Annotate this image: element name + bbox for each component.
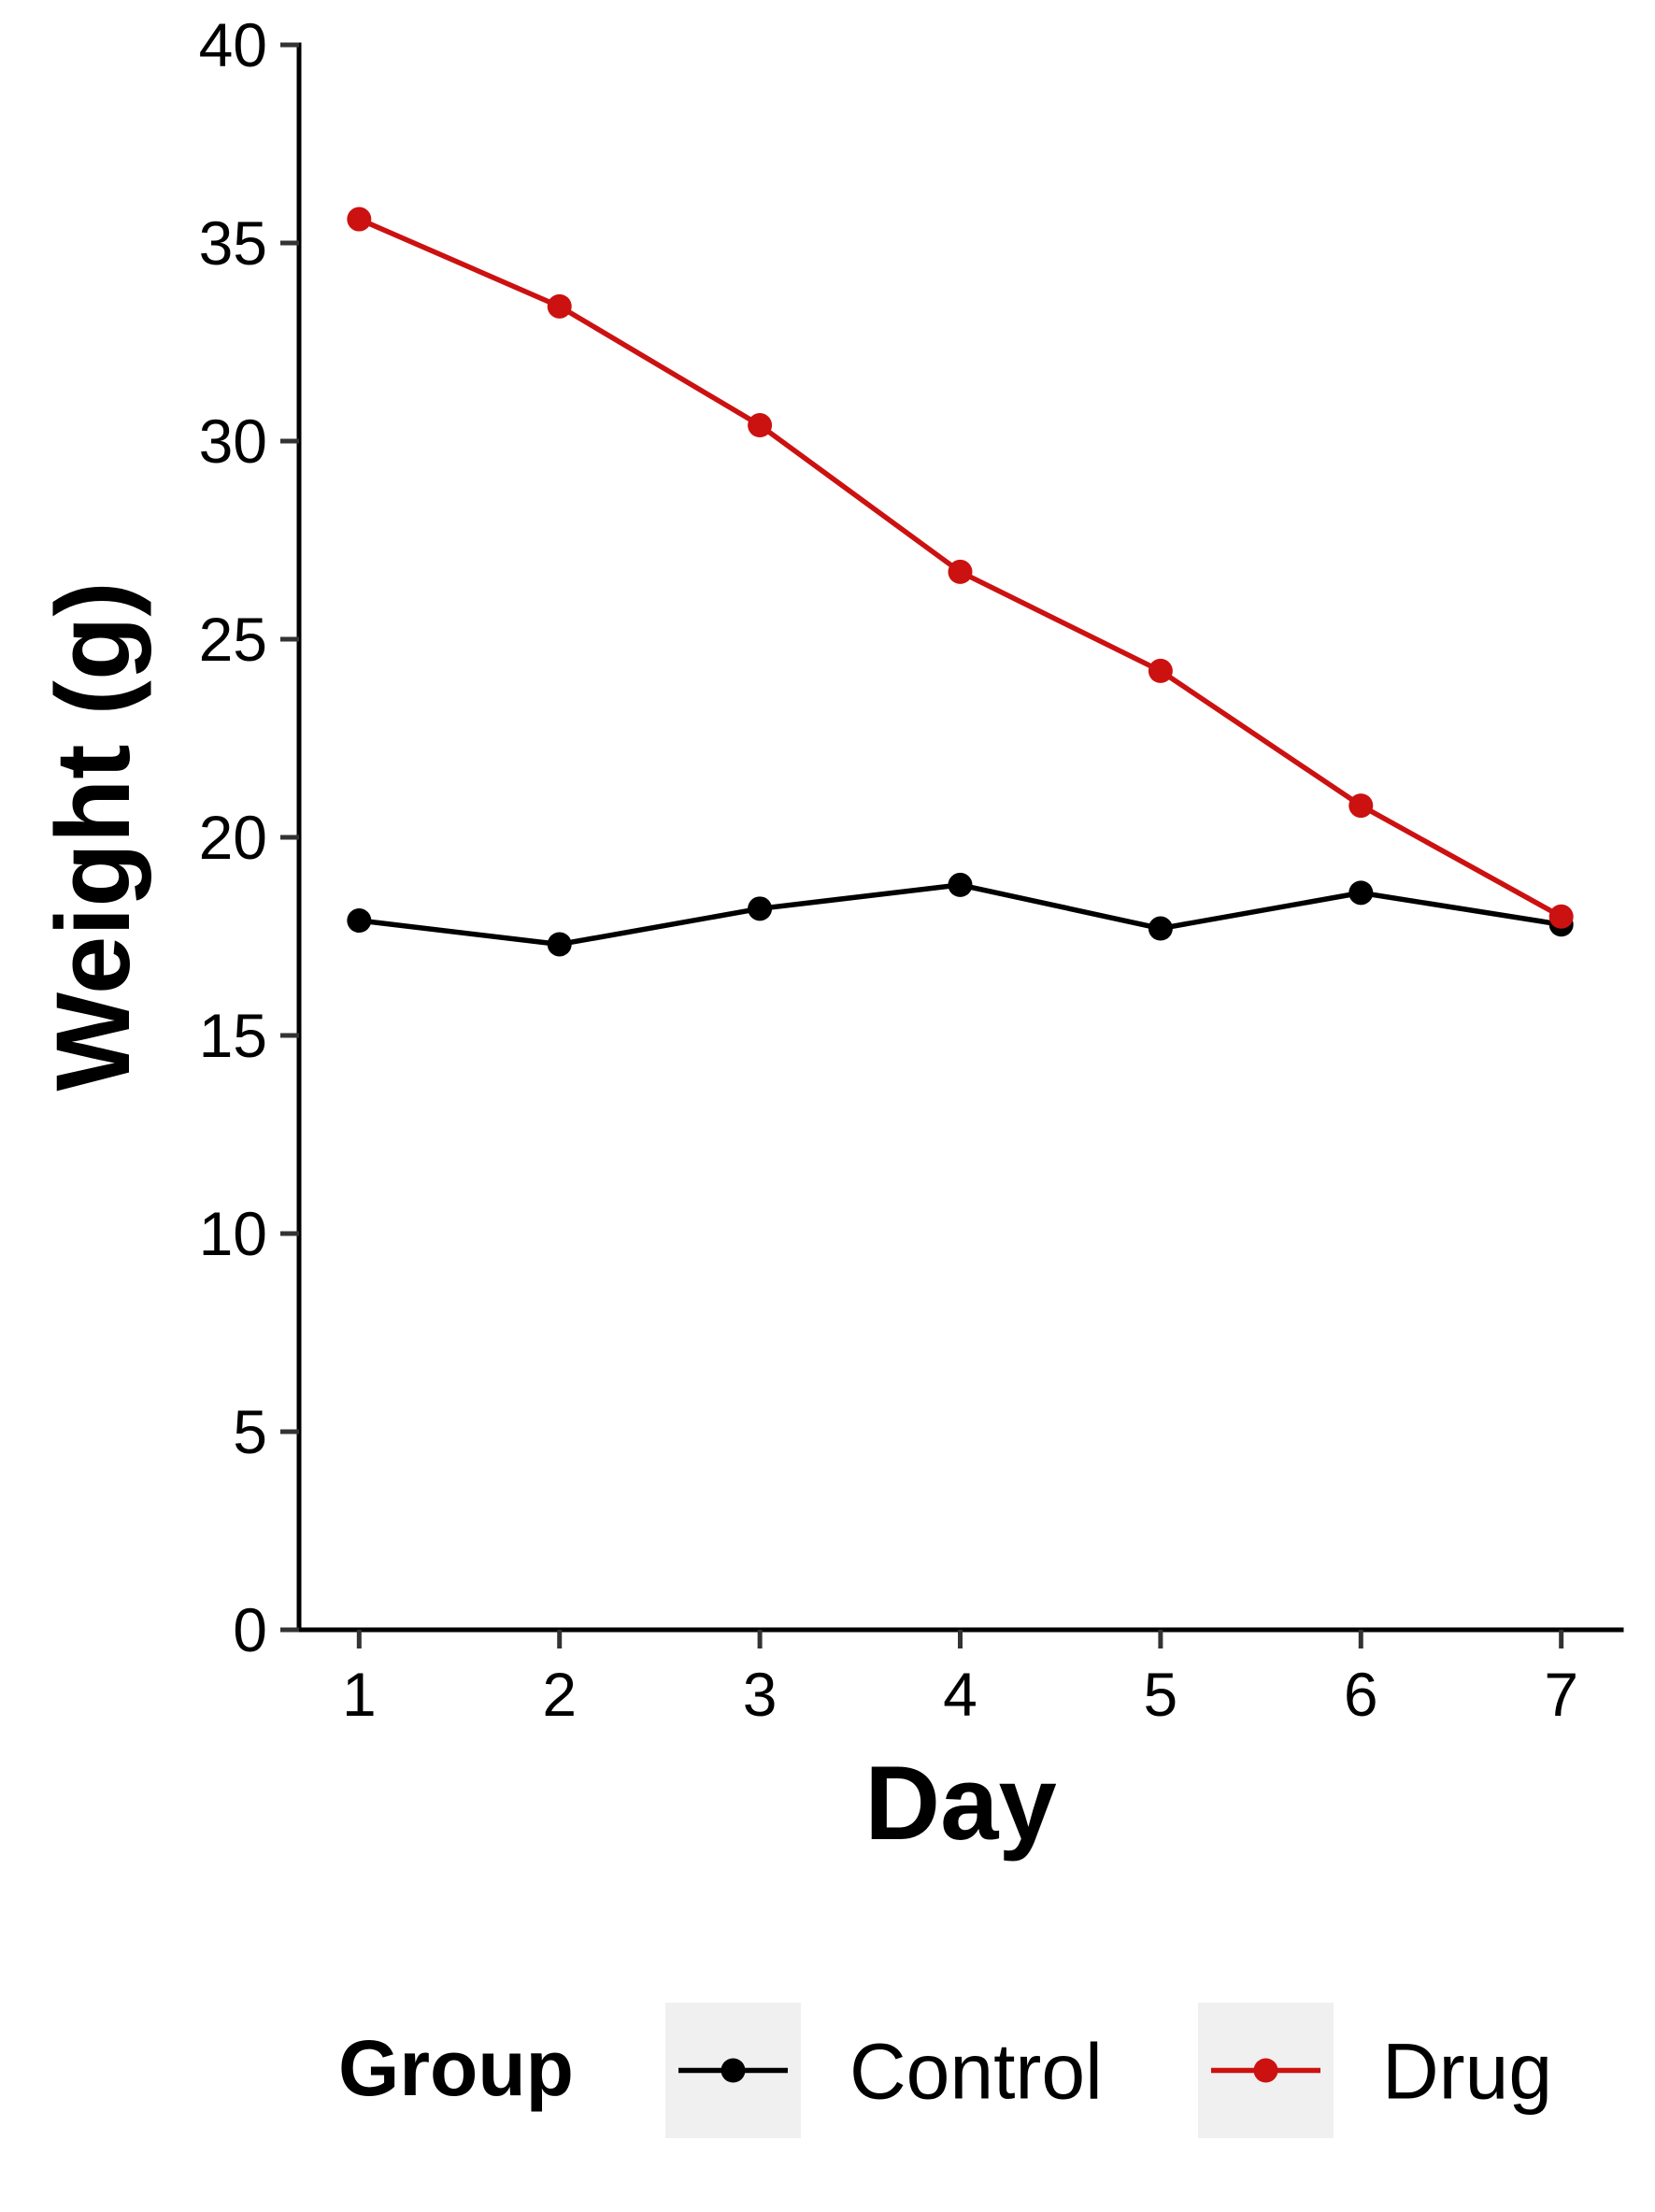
y-tick-label: 5 [233,1397,267,1466]
x-tick-label: 3 [743,1660,778,1729]
x-tick-label: 4 [943,1660,977,1729]
data-point-control [1148,916,1173,941]
x-tick-label: 2 [542,1660,577,1729]
x-tick-label: 6 [1344,1660,1378,1729]
y-tick-label: 40 [199,10,267,79]
x-tick-label: 7 [1544,1660,1578,1729]
legend-item-control: Control [665,2003,1103,2138]
y-tick-label: 15 [199,1001,267,1070]
data-point-control [1348,880,1374,906]
data-point-control [547,932,572,957]
x-tick-label: 5 [1144,1660,1178,1729]
legend-label: Drug [1382,2028,1552,2116]
y-tick-label: 10 [199,1199,267,1268]
x-axis-title: Day [864,1745,1056,1862]
data-point-drug [547,293,572,319]
data-point-drug [1148,658,1173,683]
y-tick-label: 20 [199,803,267,872]
legend-key-point [720,2058,746,2083]
data-point-control [948,872,973,897]
series-layer [347,207,1574,957]
y-tick-label: 35 [199,208,267,278]
data-point-drug [347,207,372,232]
legend-key-point [1253,2058,1278,2083]
y-tick-label: 30 [199,407,267,476]
data-point-control [347,908,372,934]
y-tick-label: 25 [199,605,267,674]
y-axis-title: Weight (g) [35,581,151,1091]
legend-label: Control [849,2028,1103,2116]
x-tick-label: 1 [342,1660,377,1729]
data-point-drug [1348,793,1374,819]
legend-items: Control Drug [665,2003,1552,2138]
data-point-drug [1548,904,1574,929]
ticks-layer: 0 5 10 15 20 25 30 35 40 1 2 3 4 5 6 7 [199,10,1578,1729]
data-point-control [748,896,773,921]
y-tick-label: 0 [233,1595,267,1664]
data-point-drug [748,413,773,438]
data-point-drug [948,559,973,584]
legend-item-drug: Drug [1198,2003,1552,2138]
legend: Group Control Drug [338,2003,1552,2138]
legend-title: Group [338,2024,574,2112]
